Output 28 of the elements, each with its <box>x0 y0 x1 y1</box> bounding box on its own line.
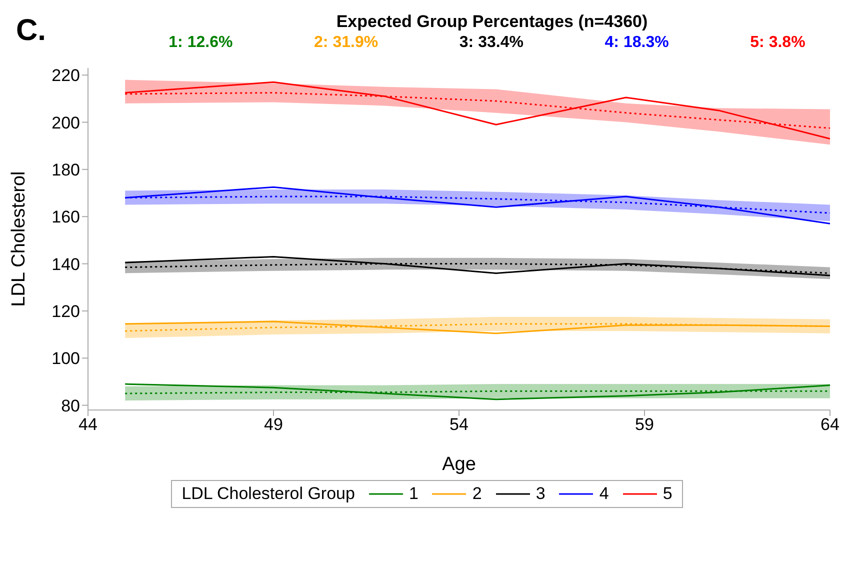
text: 1: 12.6% <box>168 34 233 52</box>
text: 4: 18.3% <box>604 34 669 52</box>
y-tick-label: 100 <box>52 349 80 368</box>
x-tick-label: 54 <box>450 415 468 434</box>
text: C. <box>16 14 46 48</box>
y-tick-label: 160 <box>52 208 80 227</box>
x-tick-label: 49 <box>264 415 283 434</box>
y-tick-label: 140 <box>52 254 80 274</box>
legend-label: 5 <box>662 484 672 504</box>
legend-label: 3 <box>536 484 546 504</box>
x-tick-label: 44 <box>78 415 98 434</box>
legend-label: 4 <box>599 484 609 504</box>
text: 5: 3.8% <box>750 34 806 52</box>
x-tick-label: 64 <box>820 415 840 434</box>
y-tick-label: 200 <box>52 113 80 132</box>
y-tick-label: 220 <box>52 66 80 86</box>
text: 2: 31.9% <box>314 34 378 52</box>
chart-title: Expected Group Percentages (n=4360) <box>335 12 649 32</box>
x-axis-title: Age <box>442 454 476 475</box>
y-tick-label: 180 <box>52 160 80 180</box>
text: 3: 33.4% <box>459 34 524 52</box>
y-tick-label: 80 <box>61 396 80 416</box>
y-axis-title: LDL Cholesterol <box>8 171 30 307</box>
y-tick-label: 120 <box>52 302 80 321</box>
x-tick-label: 59 <box>635 415 654 434</box>
legend-label: 1 <box>408 484 418 504</box>
legend-title: LDL Cholesterol Group <box>182 484 355 504</box>
legend-label: 2 <box>472 484 482 504</box>
